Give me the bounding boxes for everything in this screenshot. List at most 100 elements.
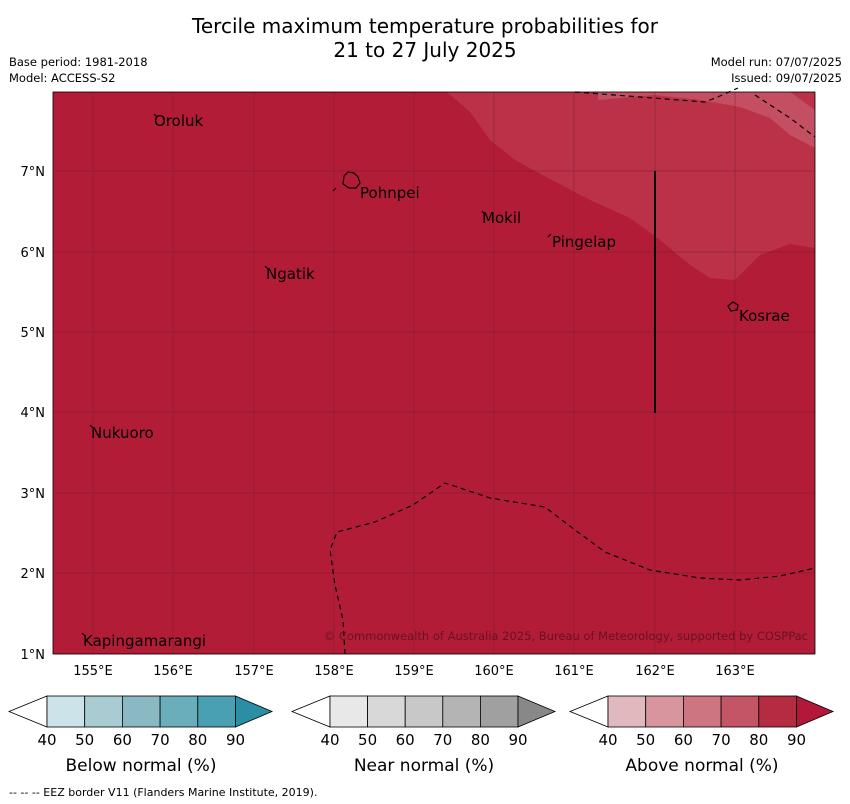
title-line-1: Tercile maximum temperature probabilitie… xyxy=(192,14,658,38)
colorbar-segment xyxy=(159,695,199,728)
colorbar-tick-label: 60 xyxy=(113,731,132,749)
base-period: Base period: 1981-2018 xyxy=(9,55,148,69)
longitude-tick-label: 158°E xyxy=(314,664,354,679)
colorbar-upper-extension xyxy=(235,695,274,728)
colorbar-tick-label: 70 xyxy=(151,731,170,749)
place-label-mokil: Mokil xyxy=(482,209,521,227)
colorbar-below: 40 50 60 70 80 90 xyxy=(7,695,274,749)
colorbar-lower-extension xyxy=(290,695,331,728)
colorbar-label-near: Near normal (%) xyxy=(353,756,495,776)
footer-note: -- -- -- EEZ border V11 (Flanders Marine… xyxy=(9,786,318,799)
colorbar-tick-label: 80 xyxy=(749,731,768,749)
colorbar-lower-extension xyxy=(568,695,609,728)
latitude-tick-label: 1°N xyxy=(21,648,46,663)
colorbar-segment xyxy=(720,695,760,728)
meta-left: Base period: 1981-2018 Model: ACCESS-S2 xyxy=(9,54,148,86)
map-title: Tercile maximum temperature probabilitie… xyxy=(0,14,850,62)
colorbar-tick-label: 90 xyxy=(508,731,527,749)
colorbar-segment xyxy=(329,695,368,728)
longitude-tick-label: 155°E xyxy=(73,664,113,679)
colorbar-tick-label: 50 xyxy=(358,731,377,749)
colorbar-upper-extension xyxy=(517,695,557,728)
longitude-tick-label: 159°E xyxy=(394,664,434,679)
place-label-nukuoro: Nukuoro xyxy=(91,424,154,442)
mokil-atoll xyxy=(481,210,486,216)
colorbar-above: 40 50 60 70 80 90 xyxy=(568,695,835,749)
colorbar-label-above: Above normal (%) xyxy=(625,756,779,776)
colorbar-near: 40 50 60 70 80 90 xyxy=(290,695,557,749)
copyright-text: © Commonwealth of Australia 2025, Bureau… xyxy=(324,629,808,643)
eez-border-south xyxy=(329,482,816,655)
pingelap-atoll xyxy=(547,233,552,238)
title-line-2: 21 to 27 July 2025 xyxy=(333,38,517,62)
eez-borders xyxy=(329,87,816,655)
colorbar-segment xyxy=(479,695,519,728)
latitude-tick-label: 4°N xyxy=(21,406,46,421)
longitude-tick-label: 160°E xyxy=(474,664,514,679)
longitude-tick-label: 156°E xyxy=(153,664,193,679)
place-labels: Oroluk Pohnpei Mokil Pingelap Ngatik Kosrae Nu… xyxy=(83,112,790,650)
colorbar-tick-label: 40 xyxy=(598,731,617,749)
colorbar-segment xyxy=(404,695,444,728)
place-label-ngatik: Ngatik xyxy=(266,265,315,283)
issued-date: Issued: 09/07/2025 xyxy=(731,71,842,85)
colorbar-tick-label: 70 xyxy=(433,731,452,749)
colorbar-tick-label: 90 xyxy=(226,731,245,749)
longitude-tick-label: 161°E xyxy=(554,664,594,679)
place-label-pohnpei: Pohnpei xyxy=(360,184,420,202)
colorbar-segment xyxy=(607,695,647,728)
colorbar-segment xyxy=(645,695,684,728)
longitude-tick-label: 163°E xyxy=(715,664,755,679)
colorbar-tick-label: 80 xyxy=(188,731,207,749)
islands xyxy=(81,113,739,637)
colorbar-lower-extension xyxy=(7,695,48,728)
latitude-tick-label: 6°N xyxy=(21,246,46,261)
colorbar-tick-label: 60 xyxy=(674,731,693,749)
latitude-tick-label: 5°N xyxy=(21,326,46,341)
model-name: Model: ACCESS-S2 xyxy=(9,71,116,85)
colorbar-label-below: Below normal (%) xyxy=(65,756,217,776)
colorbar-segment xyxy=(367,695,406,728)
place-label-kapingamarangi: Kapingamarangi xyxy=(83,632,206,650)
map-frame xyxy=(52,91,816,655)
colorbar-segment xyxy=(197,695,236,728)
colorbar-tick-label: 80 xyxy=(471,731,490,749)
latitude-tick-label: 3°N xyxy=(21,487,46,502)
colorbars: 40 50 60 70 80 90 40 50 60 70 80 90 40 50 60 70 80 90 xyxy=(7,695,835,749)
colorbar-tick-label: 70 xyxy=(712,731,731,749)
longitude-labels: 155°E 156°E 157°E 158°E 159°E 160°E 161°E 162°E… xyxy=(73,664,755,679)
longitude-tick-label: 157°E xyxy=(234,664,274,679)
meta-right: Model run: 07/07/2025 Issued: 09/07/2025 xyxy=(711,54,842,86)
latitude-labels: 1°N 2°N 3°N 4°N 5°N 6°N 7°N xyxy=(21,165,46,663)
colorbar-tick-label: 50 xyxy=(636,731,655,749)
colorbar-segment xyxy=(46,695,86,728)
colorbar-tick-label: 90 xyxy=(787,731,806,749)
ngatik-atoll xyxy=(264,265,269,270)
eez-border-north xyxy=(574,87,816,138)
model-run: Model run: 07/07/2025 xyxy=(710,55,842,69)
pohnpei-islet xyxy=(332,187,337,192)
probability-band-70 xyxy=(598,92,815,148)
nukuoro-atoll xyxy=(89,424,94,429)
colorbar-upper-extension xyxy=(796,695,835,728)
colorbar-segment xyxy=(84,695,123,728)
colorbar-segment xyxy=(442,695,481,728)
colorbar-tick-label: 60 xyxy=(396,731,415,749)
colorbar-tick-label: 40 xyxy=(37,731,56,749)
colorbar-segment xyxy=(122,695,161,728)
colorbar-segment xyxy=(683,695,722,728)
pohnpei-island-shape xyxy=(342,171,361,189)
colorbar-segment xyxy=(758,695,797,728)
kosrae-island-shape xyxy=(727,301,739,312)
colorbar-tick-label: 40 xyxy=(320,731,339,749)
latitude-tick-label: 2°N xyxy=(21,567,46,582)
place-label-pingelap: Pingelap xyxy=(552,233,616,251)
place-label-kosrae: Kosrae xyxy=(739,307,790,325)
colorbar-tick-label: 50 xyxy=(75,731,94,749)
map-area: Oroluk Pohnpei Mokil Pingelap Ngatik Kosrae Nu… xyxy=(52,87,816,655)
longitude-tick-label: 162°E xyxy=(635,664,675,679)
oroluk-atoll xyxy=(153,113,158,118)
place-label-oroluk: Oroluk xyxy=(154,112,203,130)
probability-band-80 xyxy=(447,92,815,280)
